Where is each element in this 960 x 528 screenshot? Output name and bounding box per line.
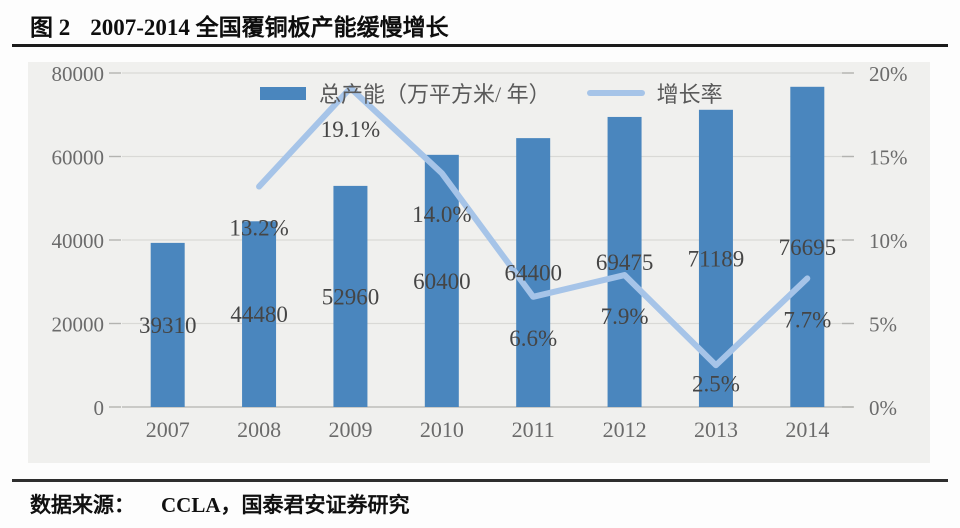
growth-rate-line — [256, 85, 811, 369]
bar-2009 — [333, 185, 368, 407]
growth-rate-label: 19.1% — [321, 117, 380, 142]
chart-canvas: 0 0% 20000 5% 40000 10% 60000 15% 80000 20% 39310 4… — [52, 62, 908, 442]
right-axis-tick-label: 10% — [869, 229, 908, 253]
right-axis-tick-label: 20% — [869, 62, 908, 86]
right-axis-tick-label: 15% — [869, 146, 908, 170]
bar-value-label: 76695 — [779, 235, 837, 260]
left-axis-tick-label: 80000 — [52, 62, 105, 86]
x-axis-label-2010: 2010 — [420, 417, 464, 442]
legend-bar-swatch-icon — [260, 86, 306, 100]
bar-value-label: 71189 — [688, 246, 745, 271]
x-axis-label-2013: 2013 — [694, 417, 738, 442]
left-axis-tick-label: 20000 — [52, 313, 105, 337]
x-axis-label-2011: 2011 — [512, 417, 555, 442]
x-axis-label-2014: 2014 — [785, 417, 829, 442]
legend-line-swatch-icon — [586, 90, 645, 96]
right-axis-tick-label: 5% — [869, 313, 897, 337]
source-prefix: 数据来源： — [30, 493, 135, 517]
bar-value-label: 69475 — [596, 250, 654, 275]
bar-value-label: 64400 — [504, 261, 562, 286]
figure-label: 图 2 — [30, 15, 71, 40]
growth-rate-label: 7.7% — [783, 307, 831, 332]
bar-value-label: 44480 — [230, 302, 288, 327]
x-axis-label-2007: 2007 — [146, 417, 190, 442]
bar-2008 — [242, 221, 277, 407]
bar-2011 — [516, 138, 551, 407]
bar-2012 — [607, 116, 642, 407]
growth-rate-label: 2.5% — [692, 371, 740, 396]
growth-rate-label: 14.0% — [412, 202, 471, 227]
bar-value-label: 52960 — [322, 284, 380, 309]
bar-2014 — [790, 86, 825, 407]
growth-rate-label: 13.2% — [229, 216, 288, 241]
growth-rate-label: 6.6% — [509, 326, 557, 351]
chart-legend: 总产能（万平方米/ 年） 增长率 — [260, 77, 723, 109]
x-axis-label-2009: 2009 — [328, 417, 372, 442]
source-text: CCLA，国泰君安证券研究 — [161, 493, 410, 517]
legend-bar-label: 总产能（万平方米/ 年） — [319, 82, 551, 107]
bar-2010 — [424, 154, 459, 407]
figure-title-text: 2007-2014 全国覆铜板产能缓慢增长 — [90, 15, 449, 40]
combo-chart: 0 0% 20000 5% 40000 10% 60000 15% 80000 20% 39310 4… — [28, 62, 930, 463]
x-axis-label-2012: 2012 — [603, 417, 647, 442]
growth-rate-label: 7.9% — [601, 304, 649, 329]
right-axis-tick-label: 0% — [869, 396, 897, 420]
data-source: 数据来源： CCLA，国泰君安证券研究 — [30, 489, 410, 519]
left-axis-tick-label: 60000 — [52, 146, 105, 170]
bar-2007 — [150, 242, 185, 407]
left-axis-tick-label: 0 — [94, 396, 105, 420]
title-divider — [12, 44, 948, 47]
legend-line-label: 增长率 — [656, 82, 723, 107]
bar-value-label: 39310 — [139, 313, 197, 338]
footer-divider — [12, 479, 948, 482]
figure-title: 图 2 2007-2014 全国覆铜板产能缓慢增长 — [30, 8, 449, 42]
bar-value-label: 60400 — [413, 269, 471, 294]
left-axis-tick-label: 40000 — [52, 229, 105, 253]
x-axis-label-2008: 2008 — [237, 417, 281, 442]
